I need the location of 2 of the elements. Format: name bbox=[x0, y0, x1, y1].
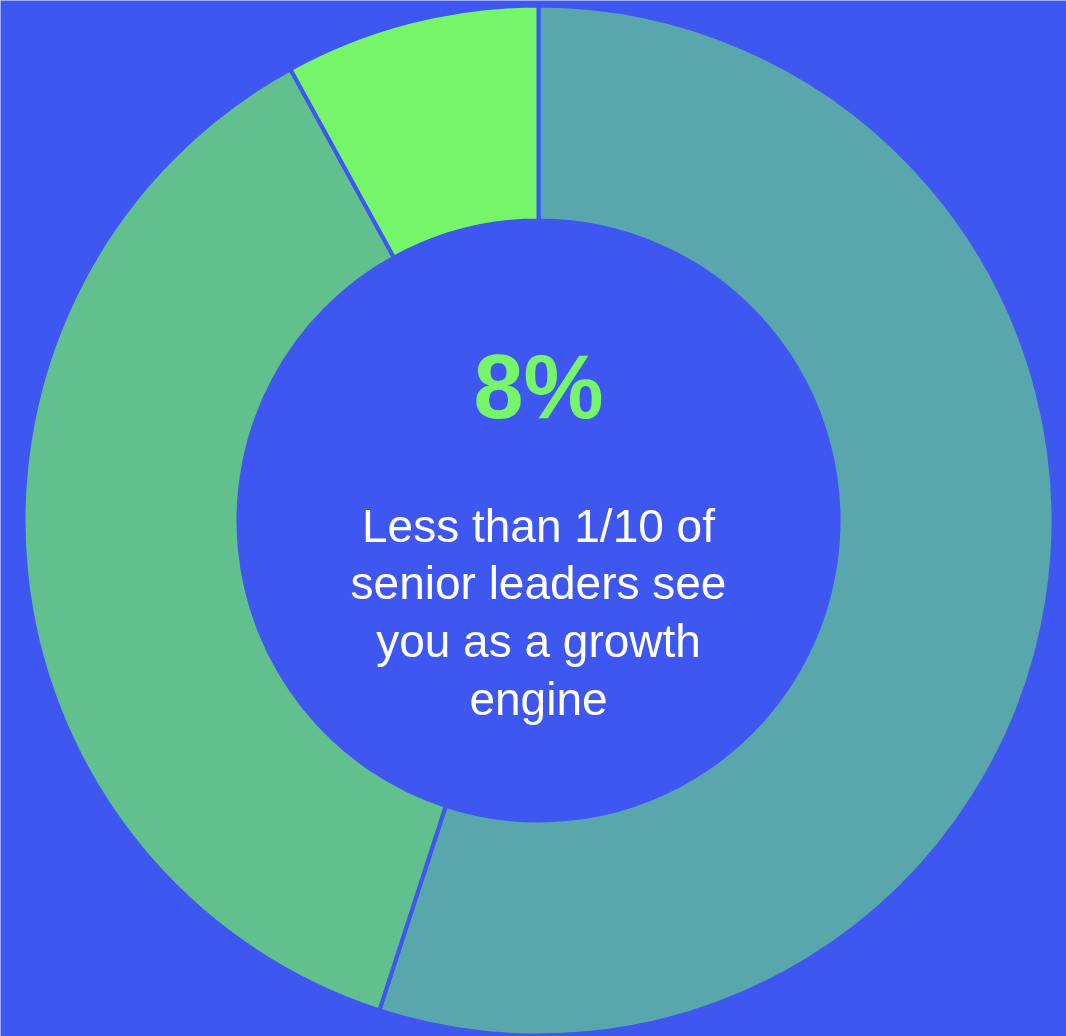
text: Less than 1/10 of senior leaders see you as a growth engine bbox=[350, 499, 727, 725]
text: 8% bbox=[473, 336, 604, 437]
